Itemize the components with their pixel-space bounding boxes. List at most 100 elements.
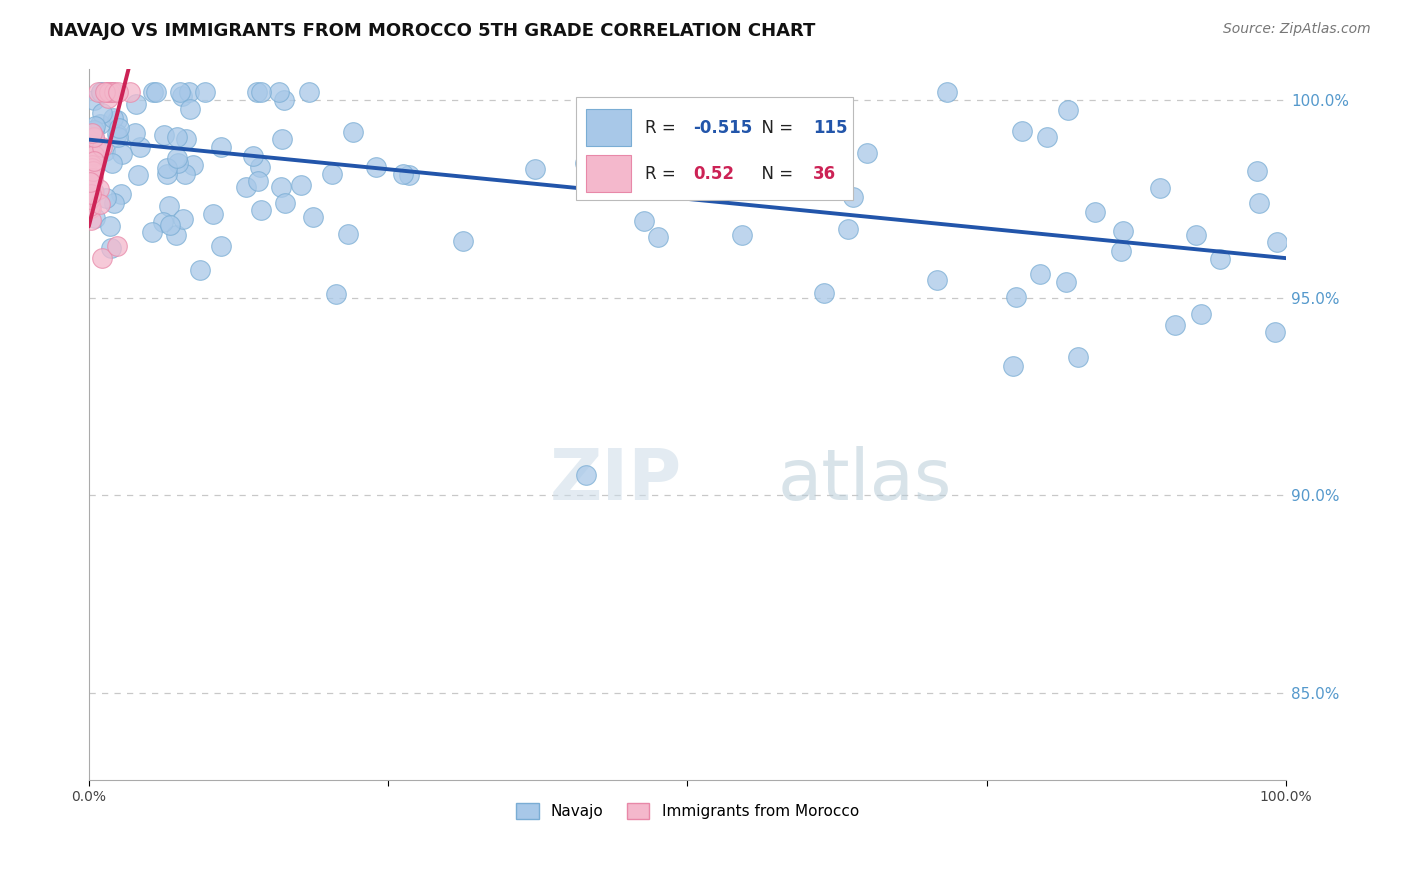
Point — [97, 85, 120, 99]
FancyBboxPatch shape — [576, 97, 852, 200]
Point — [90, 85, 112, 99]
Point — [82, 184, 104, 198]
Point — [785, 181, 807, 195]
Legend: Navajo, Immigrants from Morocco: Navajo, Immigrants from Morocco — [509, 797, 865, 825]
Text: ZIP: ZIP — [550, 447, 682, 516]
Point — [110, 187, 132, 202]
Point — [173, 167, 195, 181]
Point — [249, 160, 271, 174]
Point — [169, 85, 191, 99]
Point — [167, 155, 190, 169]
Point — [98, 219, 121, 233]
Point — [82, 161, 104, 175]
Point — [79, 199, 101, 213]
Point — [103, 111, 125, 125]
Point — [321, 167, 343, 181]
Point — [1001, 359, 1024, 373]
Point — [935, 85, 957, 99]
Point — [451, 235, 474, 249]
Point — [79, 152, 101, 166]
Point — [837, 222, 859, 236]
Point — [84, 120, 107, 134]
Point — [647, 230, 669, 244]
Point — [1036, 130, 1059, 145]
Point — [209, 238, 232, 252]
Text: NAVAJO VS IMMIGRANTS FROM MOROCCO 5TH GRADE CORRELATION CHART: NAVAJO VS IMMIGRANTS FROM MOROCCO 5TH GR… — [49, 22, 815, 40]
Point — [153, 128, 176, 143]
Point — [1185, 228, 1208, 243]
Point — [79, 186, 101, 201]
Point — [842, 190, 865, 204]
Text: N =: N = — [751, 119, 799, 136]
Text: R =: R = — [645, 165, 682, 183]
Point — [1112, 224, 1135, 238]
Point — [242, 149, 264, 163]
Point — [96, 91, 118, 105]
Point — [209, 140, 232, 154]
Point — [250, 202, 273, 217]
Text: N =: N = — [751, 165, 799, 183]
Point — [141, 225, 163, 239]
Point — [813, 286, 835, 301]
Point — [177, 85, 200, 99]
Point — [83, 148, 105, 162]
Point — [574, 155, 596, 169]
Point — [83, 185, 105, 199]
Text: 0.52: 0.52 — [693, 165, 734, 183]
Point — [337, 227, 360, 241]
Point — [105, 112, 128, 127]
Point — [79, 171, 101, 186]
Point — [1109, 244, 1132, 258]
Point — [709, 103, 731, 117]
Point — [105, 127, 128, 141]
Point — [927, 273, 949, 287]
Point — [142, 85, 165, 99]
Bar — [585, 109, 631, 146]
Point — [157, 199, 180, 213]
Point — [90, 140, 112, 154]
Point — [1028, 267, 1050, 281]
Point — [83, 131, 105, 145]
Point — [80, 126, 103, 140]
Point — [392, 167, 415, 181]
Point — [166, 130, 188, 145]
Point — [90, 85, 112, 99]
Point — [83, 93, 105, 107]
Point — [235, 179, 257, 194]
Point — [111, 147, 134, 161]
Point — [1264, 325, 1286, 339]
Point — [398, 168, 420, 182]
Point — [181, 158, 204, 172]
Point — [1149, 181, 1171, 195]
Point — [273, 93, 295, 107]
Point — [83, 123, 105, 137]
Point — [127, 168, 149, 182]
Point — [633, 213, 655, 227]
Point — [194, 85, 217, 99]
Point — [82, 171, 104, 186]
Point — [271, 132, 294, 146]
Point — [731, 227, 754, 242]
Bar — [585, 155, 631, 193]
Point — [159, 218, 181, 232]
Point — [734, 112, 756, 126]
Point — [172, 211, 194, 226]
Point — [269, 85, 291, 99]
Point — [342, 125, 364, 139]
Point — [174, 132, 197, 146]
Point — [101, 156, 124, 170]
Point — [83, 130, 105, 145]
Point — [1004, 290, 1026, 304]
Point — [302, 211, 325, 225]
Point — [80, 213, 103, 227]
Point — [79, 179, 101, 194]
Point — [1067, 350, 1090, 364]
Point — [250, 85, 273, 99]
Point — [83, 153, 105, 168]
Point — [79, 182, 101, 196]
Point — [152, 215, 174, 229]
Point — [82, 164, 104, 178]
Point — [107, 129, 129, 144]
Point — [94, 85, 117, 99]
Point — [166, 151, 188, 165]
